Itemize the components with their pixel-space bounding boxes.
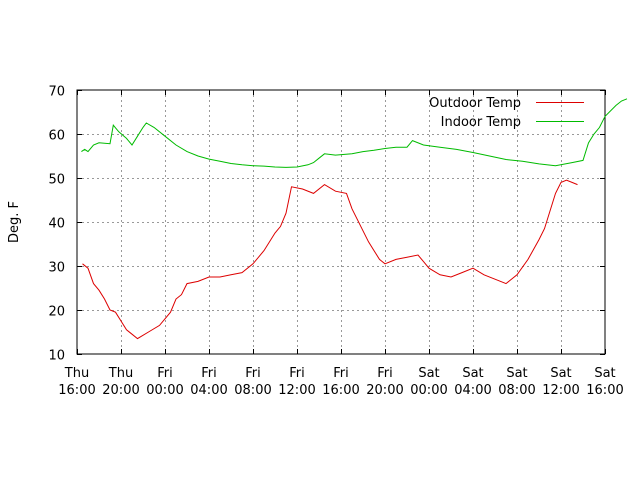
x-tick-time-label: 04:00 xyxy=(454,383,491,398)
legend-label: Outdoor Temp xyxy=(429,96,521,111)
axes: 10 20 30 40 50 60 70 Thu 16:00 Thu 20:00 Fri 00:00 Fr… xyxy=(48,85,623,399)
y-tick-label: 50 xyxy=(48,173,65,188)
y-axis-label: Deg. F xyxy=(7,201,22,243)
x-tick-time-label: 00:00 xyxy=(146,383,183,398)
x-tick-time-label: 12:00 xyxy=(542,383,579,398)
x-tick-day-label: Fri xyxy=(245,366,261,381)
x-tick-day-label: Fri xyxy=(333,366,349,381)
x-tick-day-label: Sat xyxy=(462,366,483,381)
y-tick-label: 10 xyxy=(48,349,65,364)
x-tick-day-label: Sat xyxy=(550,366,571,381)
grid xyxy=(77,90,605,354)
x-tick-day-label: Sat xyxy=(418,366,439,381)
x-tick-time-label: 20:00 xyxy=(102,383,139,398)
x-tick-time-label: 04:00 xyxy=(190,383,227,398)
x-tick-time-label: 16:00 xyxy=(322,383,359,398)
x-tick-time-label: 12:00 xyxy=(278,383,315,398)
x-tick-day-label: Fri xyxy=(201,366,217,381)
x-tick-day-label: Sat xyxy=(594,366,615,381)
y-tick-label: 40 xyxy=(48,217,65,232)
x-tick-time-label: 16:00 xyxy=(586,383,623,398)
legend: Outdoor Temp Indoor Temp xyxy=(429,96,584,130)
x-tick-time-label: 00:00 xyxy=(410,383,447,398)
series-line-indoor-temp xyxy=(81,98,628,168)
series-line-outdoor-temp xyxy=(82,179,578,340)
x-tick-day-label: Thu xyxy=(108,366,133,381)
x-tick-day-label: Fri xyxy=(289,366,305,381)
x-tick-day-label: Thu xyxy=(64,366,89,381)
y-tick-label: 70 xyxy=(48,85,65,100)
x-tick-time-label: 16:00 xyxy=(58,383,95,398)
x-tick-time-label: 20:00 xyxy=(366,383,403,398)
y-tick-label: 60 xyxy=(48,129,65,144)
series-layer xyxy=(81,98,628,340)
y-tick-label: 20 xyxy=(48,305,65,320)
x-tick-day-label: Sat xyxy=(506,366,527,381)
x-tick-day-label: Fri xyxy=(377,366,393,381)
x-tick-time-label: 08:00 xyxy=(498,383,535,398)
x-tick-time-label: 08:00 xyxy=(234,383,271,398)
x-tick-day-label: Fri xyxy=(157,366,173,381)
y-tick-label: 30 xyxy=(48,261,65,276)
legend-label: Indoor Temp xyxy=(441,115,521,130)
